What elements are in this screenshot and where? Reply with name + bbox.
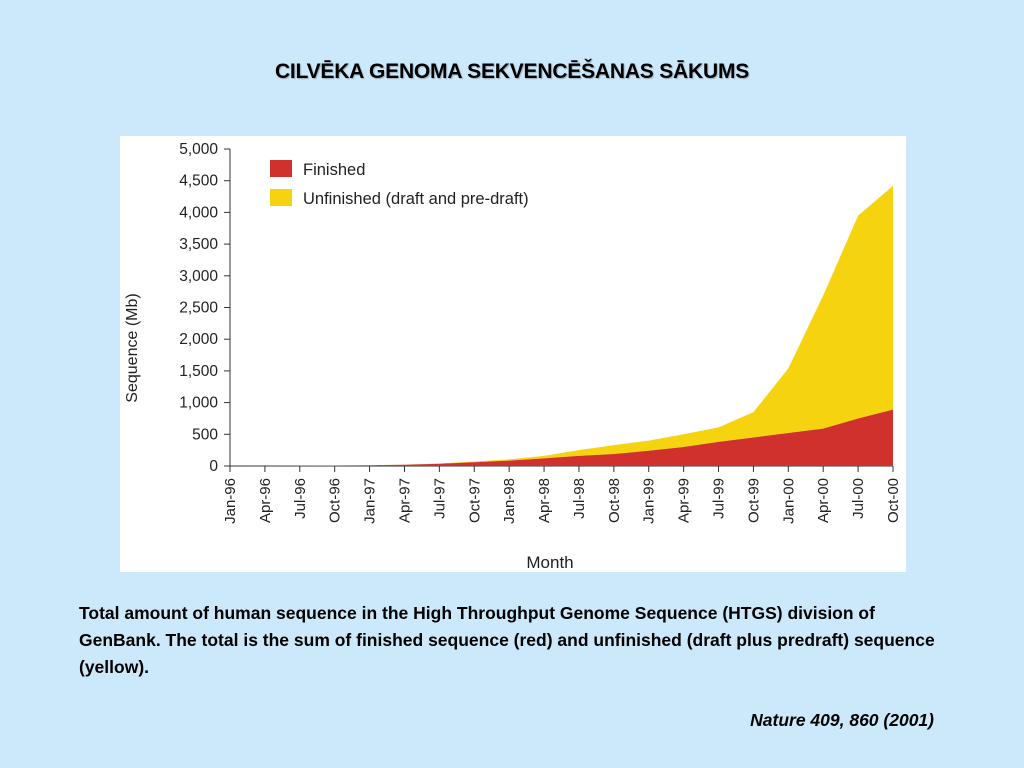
x-tick-label: Jul-97	[431, 478, 448, 519]
area-finished	[230, 409, 893, 466]
y-tick-label: 0	[209, 458, 218, 475]
y-tick-label: 3,000	[179, 268, 218, 285]
x-tick-label: Oct-97	[466, 478, 483, 523]
x-tick-label: Oct-00	[885, 478, 902, 523]
x-tick-label: Oct-99	[745, 478, 762, 523]
y-tick-label: 1,000	[179, 395, 218, 412]
figure-caption: Total amount of human sequence in the Hi…	[79, 603, 935, 677]
x-axis-label: Month	[526, 553, 573, 572]
y-tick-label: 500	[192, 426, 218, 443]
citation: Nature 409, 860 (2001)	[750, 710, 934, 730]
x-tick-label: Jul-99	[711, 478, 728, 519]
area-unfinished	[230, 185, 893, 466]
y-tick-label: 4,500	[179, 173, 218, 190]
x-axis: Jan-96 Apr-96 Jul-96 Oct-96 Jan-97 Apr-97 Jul-…	[222, 465, 902, 524]
x-tick-label: Apr-97	[396, 478, 413, 523]
x-tick-label: Oct-96	[327, 478, 344, 523]
y-tick-label: 1,500	[179, 363, 218, 380]
slide-title: CILVĒKA GENOMA SEKVENCĒŠANAS SĀKUMS	[274, 60, 750, 83]
y-tick-label: 2,000	[179, 331, 218, 348]
stacked-area-chart: 0 500 1,000 1,500 2,000 2,500 3,000 3,500 4,000 4…	[124, 141, 902, 572]
legend-label: Unfinished (draft and pre-draft)	[303, 190, 529, 208]
y-axis-label: Sequence (Mb)	[124, 293, 141, 402]
x-tick-label: Jul-00	[850, 478, 867, 519]
x-tick-label: Jan-99	[641, 478, 658, 524]
series-areas	[230, 185, 893, 466]
x-tick-label: Jan-00	[780, 478, 797, 524]
chart-panel: 0 500 1,000 1,500 2,000 2,500 3,000 3,500 4,000 4…	[120, 136, 906, 572]
x-tick-label: Oct-98	[606, 478, 623, 523]
y-tick-label: 3,500	[179, 236, 218, 253]
x-tick-label: Jan-98	[501, 478, 518, 524]
y-tick-label: 2,500	[179, 300, 218, 317]
x-tick-label: Jan-96	[222, 478, 239, 524]
y-tick-label: 5,000	[179, 141, 218, 158]
x-tick-label: Jul-96	[292, 478, 309, 519]
legend-label: Finished	[303, 161, 365, 179]
y-tick-label: 4,000	[179, 204, 218, 221]
legend: Finished Unfinished (draft and pre-draft)	[270, 160, 529, 208]
y-axis: 0 500 1,000 1,500 2,000 2,500 3,000 3,500 4,000 4…	[179, 141, 231, 475]
x-tick-label: Apr-00	[815, 478, 832, 523]
x-tick-label: Jan-97	[362, 478, 379, 524]
x-tick-label: Apr-99	[676, 478, 693, 523]
legend-swatch	[270, 160, 292, 177]
x-tick-label: Apr-98	[536, 478, 553, 523]
x-tick-label: Apr-96	[257, 478, 274, 523]
x-tick-label: Jul-98	[571, 478, 588, 519]
legend-swatch	[270, 189, 292, 206]
